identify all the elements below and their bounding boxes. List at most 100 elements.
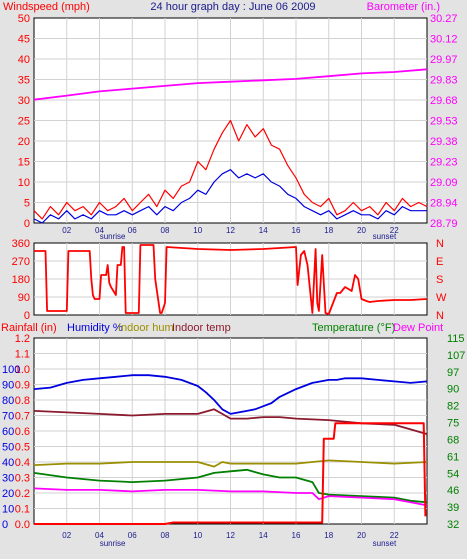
compass-tick: S (436, 274, 443, 286)
barometer-tick: 29.83 (430, 75, 458, 87)
rainfall-tick: 0.5 (15, 442, 30, 454)
chart-title: 24 hour graph day : June 06 2009 (150, 1, 315, 13)
humidity-tick: 30 (2, 473, 14, 485)
hour-tick: 22 (390, 226, 399, 235)
rainfall-tick: 0.9 (15, 380, 30, 392)
hour-tick: 10 (193, 226, 202, 235)
barometer-tick: 30.12 (430, 34, 458, 46)
rainfall-tick: 0.0 (15, 519, 30, 531)
hour-tick: 18 (324, 226, 333, 235)
series-line-green (33, 468, 428, 504)
rainfall-tick: 1.2 (15, 333, 30, 345)
direction-tick: 90 (18, 292, 30, 304)
dew-point-label: Dew Point (393, 322, 443, 334)
hour-tick: 04 (95, 226, 104, 235)
humidity-tick: 10 (2, 504, 14, 516)
rainfall-tick: 0.3 (15, 473, 30, 485)
rainfall-tick: 0.7 (15, 411, 30, 423)
hour-tick: 20 (357, 531, 366, 540)
hour-tick: 14 (259, 226, 268, 235)
barometer-tick: 28.94 (430, 198, 458, 210)
hour-tick: 18 (324, 531, 333, 540)
hour-tick: 08 (161, 531, 170, 540)
rainfall-tick: 0.8 (15, 395, 30, 407)
rainfall-tick: 0.1 (15, 504, 30, 516)
rainfall-tick: 0.4 (15, 457, 30, 469)
temperature-tick: 46 (447, 485, 459, 497)
humidity-tick: 90 (2, 380, 14, 392)
sunset-label-bottom: sunset (373, 539, 397, 548)
windspeed-tick: 30 (18, 95, 30, 107)
humidity-tick: 100 (2, 364, 20, 376)
windspeed-tick: 50 (18, 13, 30, 25)
hour-tick: 14 (259, 531, 268, 540)
direction-tick: 270 (12, 256, 30, 268)
humidity-tick: 20 (2, 488, 14, 500)
rainfall-tick: 1.0 (15, 364, 30, 376)
windspeed-tick: 10 (18, 177, 30, 189)
series-line-blue (33, 374, 428, 415)
humidity-label: Humidity % (67, 322, 123, 334)
temperature-tick: 107 (447, 350, 465, 362)
sunset-label: sunset (373, 232, 397, 241)
humidity-tick: 80 (2, 395, 14, 407)
temperature-tick: 97 (447, 367, 459, 379)
rainfall-label: Rainfall (in) (1, 322, 57, 334)
compass-tick: N (436, 238, 444, 250)
series-line-magenta (33, 487, 428, 507)
humidity-tick: 50 (2, 442, 14, 454)
hour-tick: 16 (292, 531, 301, 540)
barometer-tick: 28.79 (430, 218, 458, 230)
direction-tick: 360 (12, 238, 30, 250)
windspeed-tick: 0 (24, 218, 30, 230)
windspeed-tick: 35 (18, 75, 30, 87)
barometer-tick: 29.23 (430, 157, 458, 169)
temperature-tick: 82 (447, 401, 459, 413)
barometer-label: Barometer (in.) (367, 1, 440, 13)
hour-tick: 06 (128, 226, 137, 235)
direction-tick: 0 (24, 310, 30, 322)
temperature-tick: 54 (447, 468, 459, 480)
tick-labels: 0 5 10 15 20 25 30 35 40 45 50 28.79 28.94 29.09 29.23… (2, 13, 465, 540)
series-line-magenta (33, 68, 428, 101)
series-line-wind_avg (33, 169, 427, 224)
temperature-tick: 115 (447, 333, 465, 345)
hour-tick: 16 (292, 226, 301, 235)
compass-tick: N (436, 310, 444, 322)
series-line-red (34, 422, 427, 525)
hour-tick: 04 (95, 531, 104, 540)
sunrise-label-bottom: sunrise (100, 539, 126, 548)
hour-tick: 22 (390, 531, 399, 540)
series-line-wind_gust (33, 119, 428, 220)
direction-tick: 180 (12, 274, 30, 286)
rainfall-tick: 1.1 (15, 349, 30, 361)
hour-tick: 06 (128, 531, 137, 540)
temperature-label: Temperature (°F) (312, 322, 395, 334)
temperature-tick: 75 (447, 418, 459, 430)
windspeed-tick: 5 (24, 198, 30, 210)
windspeed-tick: 20 (18, 136, 30, 148)
sunrise-label: sunrise (100, 232, 126, 241)
barometer-tick: 29.97 (430, 54, 458, 66)
indoor-temp-label: Indoor temp (172, 322, 231, 334)
barometer-tick: 29.53 (430, 116, 458, 128)
hour-tick: 02 (62, 226, 71, 235)
rainfall-tick: 0.6 (15, 426, 30, 438)
humidity-tick: 40 (2, 457, 14, 469)
indoor-hum-label: Indoor hum (118, 322, 174, 334)
series-line-olive (33, 459, 428, 468)
hour-tick: 20 (357, 226, 366, 235)
windspeed-tick: 45 (18, 34, 30, 46)
barometer-tick: 29.09 (430, 177, 458, 189)
humidity-tick: 70 (2, 411, 14, 423)
humidity-tick: 0 (2, 519, 8, 531)
hour-tick: 02 (62, 531, 71, 540)
windspeed-label: Windspeed (mph) (3, 1, 90, 13)
temperature-tick: 68 (447, 434, 459, 446)
hour-tick: 08 (161, 226, 170, 235)
temperature-tick: 32 (447, 519, 459, 531)
barometer-tick: 29.38 (430, 136, 458, 148)
barometer-tick: 30.27 (430, 13, 458, 25)
hour-tick: 12 (226, 226, 235, 235)
